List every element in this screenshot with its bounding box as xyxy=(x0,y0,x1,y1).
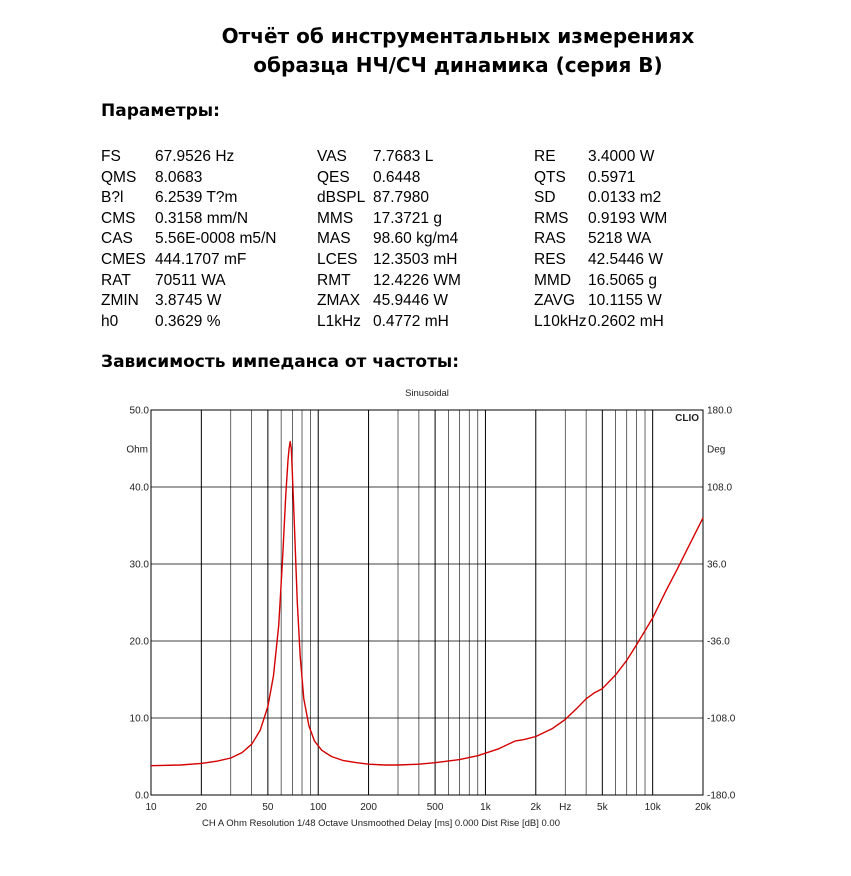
param-name: RE xyxy=(534,148,556,165)
y2-tick-label: -180.0 xyxy=(707,791,736,802)
param-value: 45.9446 W xyxy=(373,292,448,310)
param-value: 67.9526 Hz xyxy=(155,148,235,165)
param-name: MAS xyxy=(317,230,351,248)
x-axis-unit: Hz xyxy=(559,802,571,813)
param-value: 42.5446 W xyxy=(588,251,663,268)
param-value: 0.5971 xyxy=(588,168,636,186)
param-value: 0.4772 mH xyxy=(373,312,449,330)
param-name: RMT xyxy=(317,271,351,289)
chart-title: Sinusoidal xyxy=(405,388,449,399)
param-value: 0.3629 % xyxy=(155,312,221,330)
y2-tick-label: 180.0 xyxy=(707,406,732,417)
param-value: 16.5065 g xyxy=(588,271,657,289)
param-name: L10kHz xyxy=(534,312,587,330)
param-name: B?l xyxy=(101,189,124,207)
param-name: QMS xyxy=(101,168,137,186)
impedance-curve xyxy=(150,440,704,767)
param-value: 7.7683 L xyxy=(373,148,434,165)
y-axis-label: Ohm xyxy=(126,445,148,456)
param-name: QTS xyxy=(534,168,566,186)
y-tick-label: 40.0 xyxy=(130,483,150,494)
x-tick-label: 5k xyxy=(597,802,609,813)
param-name: ZMIN xyxy=(101,292,139,310)
y2-tick-label: 108.0 xyxy=(707,483,732,494)
param-value: 8.0683 xyxy=(155,168,203,186)
param-name: ZMAX xyxy=(317,292,361,310)
param-name: QES xyxy=(317,168,350,186)
y2-tick-label: -108.0 xyxy=(707,714,736,725)
param-value: 10.1155 W xyxy=(588,292,662,310)
param-value: 87.7980 xyxy=(373,189,430,207)
param-name: SD xyxy=(534,189,556,207)
param-name: CMES xyxy=(101,251,146,268)
param-value: 17.3721 g xyxy=(373,209,442,227)
param-name: FS xyxy=(101,148,121,165)
x-tick-label: 20k xyxy=(695,802,712,813)
param-value: 5.56E-0008 m5/N xyxy=(155,230,277,248)
param-value: 6.2539 T?m xyxy=(155,189,238,207)
param-value: 0.2602 mH xyxy=(588,312,664,330)
param-value: 12.4226 WM xyxy=(373,271,461,289)
param-name: CMS xyxy=(101,209,136,227)
title-line-1: Отчёт об инструментальных измерениях xyxy=(221,24,695,48)
param-name: VAS xyxy=(317,148,347,165)
title-line-2: образца НЧ/СЧ динамика (серия B) xyxy=(253,53,663,77)
x-tick-label: 10k xyxy=(645,802,662,813)
param-value: 70511 WA xyxy=(155,271,226,289)
x-tick-label: 50 xyxy=(262,802,274,813)
brand-box xyxy=(665,411,701,424)
y-tick-label: 20.0 xyxy=(130,637,150,648)
param-name: dBSPL xyxy=(317,189,366,207)
y-tick-label: 50.0 xyxy=(130,406,150,417)
param-name: RMS xyxy=(534,209,569,227)
param-value: 12.3503 mH xyxy=(373,251,458,268)
param-name: ZAVG xyxy=(534,292,576,310)
x-tick-label: 10 xyxy=(145,802,157,813)
param-name: CAS xyxy=(101,230,133,248)
param-name: MMS xyxy=(317,209,354,227)
x-tick-label: 500 xyxy=(427,802,444,813)
impedance-chart: 0.0 10.0 20.0 30.0 40.0 50.0 -180.0 -108.0 -36.0… xyxy=(126,388,736,829)
x-tick-label: 100 xyxy=(310,802,327,813)
param-value: 5218 WA xyxy=(588,230,652,248)
param-value: 98.60 kg/m4 xyxy=(373,230,459,248)
plot-frame xyxy=(150,409,704,796)
param-value: 0.9193 WM xyxy=(588,209,668,227)
x-tick-label: 1k xyxy=(480,802,492,813)
param-name: RAT xyxy=(101,271,131,289)
param-value: 0.3158 mm/N xyxy=(155,209,249,227)
y2-tick-label: -36.0 xyxy=(707,637,730,648)
param-value: 3.8745 W xyxy=(155,292,222,310)
chart-footer: CH A Ohm Resolution 1/48 Octave Unsmooth… xyxy=(202,818,560,829)
param-value: 0.6448 xyxy=(373,168,421,186)
y2-tick-label: 36.0 xyxy=(707,560,727,571)
x-tick-label: 200 xyxy=(360,802,377,813)
param-name: RES xyxy=(534,251,566,268)
param-name: LCES xyxy=(317,251,358,268)
impedance-heading: Зависимость импеданса от частоты: xyxy=(101,352,460,372)
x-tick-label: 2k xyxy=(530,802,542,813)
param-name: L1kHz xyxy=(317,312,361,330)
param-value: 0.0133 m2 xyxy=(588,189,662,207)
param-name: h0 xyxy=(101,312,119,330)
param-name: MMD xyxy=(534,271,572,289)
param-name: RAS xyxy=(534,230,566,248)
y-tick-label: 10.0 xyxy=(130,714,150,725)
param-value: 3.4000 W xyxy=(588,148,655,165)
brand-label: CLIO xyxy=(675,413,699,424)
y2-axis-label: Deg xyxy=(707,445,725,456)
params-heading: Параметры: xyxy=(101,101,220,121)
y-tick-label: 0.0 xyxy=(135,791,149,802)
x-tick-label: 20 xyxy=(196,802,208,813)
param-value: 444.1707 mF xyxy=(155,251,247,268)
y-tick-label: 30.0 xyxy=(130,560,150,571)
report-title: Отчёт об инструментальных измерениях обр… xyxy=(0,22,851,80)
